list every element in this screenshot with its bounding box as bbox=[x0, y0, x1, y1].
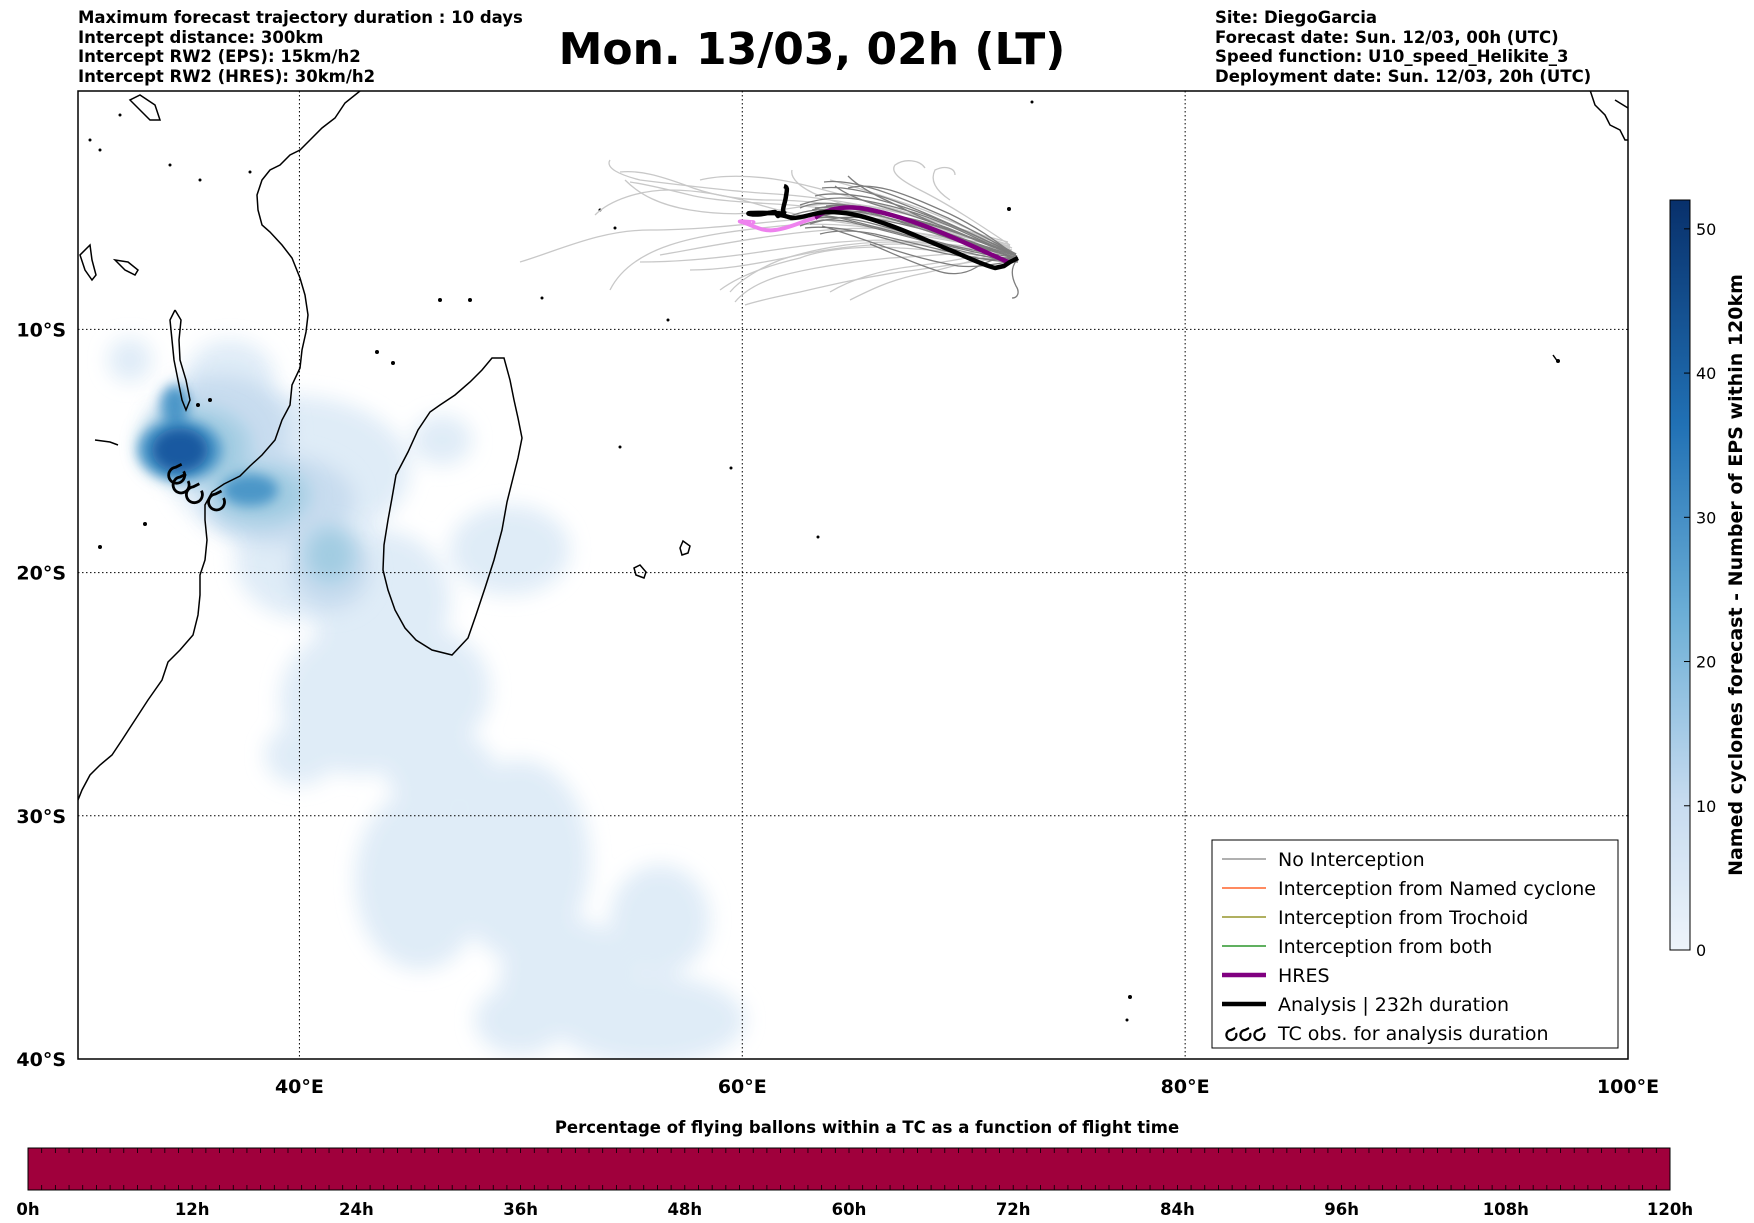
legend-item: Interception from both bbox=[1222, 936, 1492, 958]
tc-obs-symbol bbox=[207, 489, 226, 512]
lon-label: 100°E bbox=[1597, 1076, 1659, 1098]
bottom-tick-label: 12h bbox=[175, 1200, 210, 1219]
bottom-colorbar-title: Percentage of flying ballons within a TC… bbox=[555, 1118, 1179, 1137]
gridlines bbox=[78, 91, 1628, 1059]
forecast-date-text: Forecast date: Sun. 12/03, 00h (UTC) bbox=[1215, 27, 1559, 47]
bottom-tick-label: 96h bbox=[1324, 1200, 1359, 1219]
right-colorbar: 0 10 20 30 40 50 Named cyclones forecast - Nu… bbox=[1669, 199, 1747, 960]
legend-item: TC obs. for analysis duration bbox=[1225, 1023, 1549, 1045]
bottom-tick-label: 60h bbox=[832, 1200, 867, 1219]
intercept-rw2-eps-text: Intercept RW2 (EPS): 15km/h2 bbox=[78, 47, 361, 66]
legend-item: Interception from Named cyclone bbox=[1222, 878, 1596, 900]
legend-item: No Interception bbox=[1222, 849, 1425, 871]
legend-item: Interception from Trochoid bbox=[1222, 907, 1528, 929]
bottom-tick-label: 48h bbox=[667, 1200, 702, 1219]
lon-label: 80°E bbox=[1161, 1076, 1210, 1098]
analysis-trajectory bbox=[746, 183, 1020, 271]
legend: No Interception Interception from Named c… bbox=[1211, 839, 1619, 1049]
hres-trajectory bbox=[737, 205, 1009, 265]
tc-obs-legend-icon bbox=[1239, 1027, 1252, 1042]
bottom-tick-label: 84h bbox=[1160, 1200, 1195, 1219]
legend-label: HRES bbox=[1278, 965, 1330, 987]
max-duration-text: Maximum forecast trajectory duration : 1… bbox=[78, 8, 523, 27]
bottom-tick-label: 72h bbox=[996, 1200, 1031, 1219]
bottom-tick-label: 0h bbox=[16, 1200, 39, 1219]
colorbar-tick-label: 50 bbox=[1696, 220, 1716, 239]
legend-item: HRES bbox=[1222, 965, 1330, 987]
right-colorbar-bar bbox=[1669, 199, 1691, 951]
colorbar-tick-label: 40 bbox=[1696, 364, 1716, 383]
bottom-colorbar: Percentage of flying ballons within a TC… bbox=[16, 1118, 1693, 1219]
header-left-info: Maximum forecast trajectory duration : 1… bbox=[78, 8, 523, 86]
legend-label: Interception from both bbox=[1278, 936, 1492, 958]
lat-label: 40°S bbox=[16, 1049, 66, 1071]
map-frame bbox=[77, 90, 1629, 1060]
colorbar-tick-label: 20 bbox=[1696, 653, 1716, 672]
legend-item: Analysis | 232h duration bbox=[1222, 994, 1509, 1016]
bottom-tick-label: 36h bbox=[503, 1200, 538, 1219]
intercept-rw2-hres-text: Intercept RW2 (HRES): 30km/h2 bbox=[78, 66, 376, 86]
speed-function-text: Speed function: U10_speed_Helikite_3 bbox=[1215, 47, 1569, 66]
intercept-distance-text: Intercept distance: 300km bbox=[78, 27, 324, 47]
bottom-tick-label: 24h bbox=[339, 1200, 374, 1219]
lat-label: 10°S bbox=[16, 319, 66, 341]
colorbar-tick-label: 0 bbox=[1696, 941, 1706, 960]
bottom-tick-label: 108h bbox=[1483, 1200, 1529, 1219]
longitude-labels: 40°E 60°E 80°E 100°E bbox=[275, 1076, 1659, 1098]
header-right-info: Site: DiegoGarcia Forecast date: Sun. 12… bbox=[1215, 8, 1591, 86]
legend-box bbox=[1211, 839, 1619, 1049]
lat-label: 30°S bbox=[16, 806, 66, 828]
tc-obs-symbol bbox=[171, 472, 191, 495]
lon-label: 60°E bbox=[718, 1076, 767, 1098]
lat-label: 20°S bbox=[16, 563, 66, 585]
bottom-colorbar-bar bbox=[27, 1147, 1671, 1191]
lon-label: 40°E bbox=[275, 1076, 324, 1098]
page-title: Mon. 13/03, 02h (LT) bbox=[558, 24, 1066, 75]
coastlines bbox=[78, 91, 1628, 801]
legend-label: Analysis | 232h duration bbox=[1278, 994, 1509, 1016]
tc-observations bbox=[167, 463, 226, 512]
bottom-tick-label: 120h bbox=[1647, 1200, 1693, 1219]
colorbar-tick-label: 30 bbox=[1696, 508, 1716, 527]
tc-obs-symbol bbox=[167, 463, 187, 485]
legend-label: TC obs. for analysis duration bbox=[1277, 1023, 1549, 1045]
right-colorbar-label: Named cyclones forecast - Number of EPS … bbox=[1725, 274, 1747, 876]
deployment-date-text: Deployment date: Sun. 12/03, 20h (UTC) bbox=[1215, 66, 1592, 86]
latitude-labels: 10°S 20°S 30°S 40°S bbox=[16, 319, 66, 1071]
legend-label: Interception from Trochoid bbox=[1278, 907, 1528, 929]
colorbar-tick-label: 10 bbox=[1696, 797, 1716, 816]
tc-obs-symbol bbox=[185, 482, 204, 505]
site-text: Site: DiegoGarcia bbox=[1215, 8, 1378, 27]
tc-obs-legend-icon bbox=[1225, 1027, 1238, 1042]
cyclone-density-field bbox=[108, 338, 745, 1059]
page-title-wrap: Mon. 13/03, 02h (LT) bbox=[0, 22, 1754, 78]
legend-label: Interception from Named cyclone bbox=[1278, 878, 1596, 900]
small-islands bbox=[88, 100, 1560, 1022]
tc-obs-legend-icon bbox=[1253, 1027, 1266, 1042]
legend-label: No Interception bbox=[1278, 849, 1425, 871]
